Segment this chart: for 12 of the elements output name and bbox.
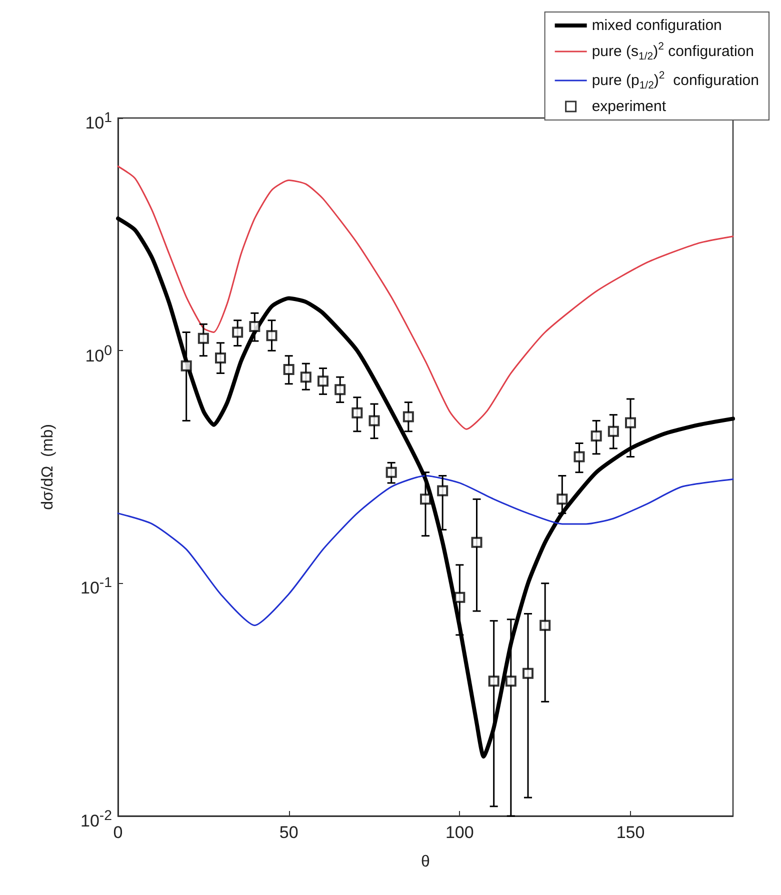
legend-label: mixed configuration bbox=[592, 17, 722, 34]
x-tick-label: 150 bbox=[615, 822, 646, 844]
y-tick-label: 10$^{-1}$ bbox=[80, 574, 112, 600]
x-axis-title: θ bbox=[421, 854, 430, 870]
x-tick-label: 100 bbox=[444, 822, 475, 844]
x-tick-label: 50 bbox=[278, 822, 300, 844]
legend-label: experiment bbox=[592, 98, 667, 115]
x-tick-label: 0 bbox=[113, 823, 123, 842]
y-tick-label: 10$^{0}$ bbox=[85, 342, 112, 368]
y-tick-label: 10$^{-2}$ bbox=[80, 807, 112, 833]
y-tick-label: 10$^{1}$ bbox=[85, 109, 112, 135]
y-axis-title: dσ/dΩ (mb) bbox=[40, 424, 56, 510]
